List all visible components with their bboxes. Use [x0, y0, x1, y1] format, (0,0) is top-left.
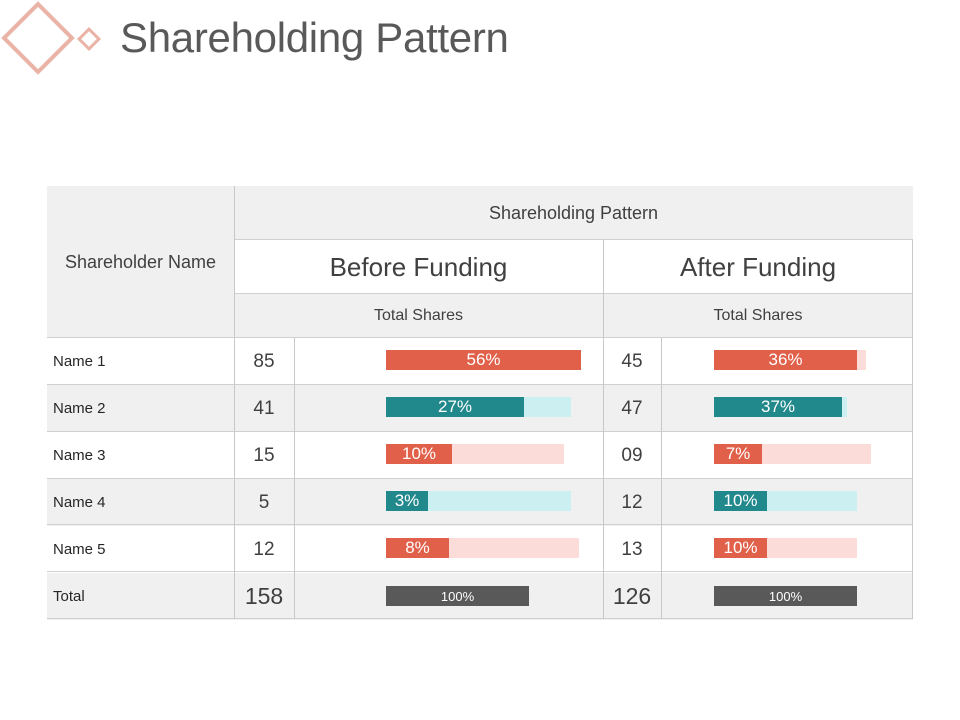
- after-bar-fill: 7%: [714, 444, 762, 464]
- before-share-count: 5: [258, 491, 270, 513]
- after-bar-fill: 37%: [714, 397, 842, 417]
- row-divider: [234, 239, 913, 240]
- before-bar-track: 3%: [386, 491, 571, 511]
- before-total-bar: 100%: [386, 586, 529, 606]
- row-divider: [234, 293, 913, 294]
- shareholder-name: Name 3: [53, 447, 106, 464]
- after-share-count: 126: [612, 583, 652, 609]
- before-share-count: 15: [253, 444, 275, 466]
- row-divider: [47, 384, 913, 385]
- col-divider: [603, 240, 604, 619]
- after-share-count: 12: [621, 491, 643, 513]
- before-bar-fill: 8%: [386, 538, 449, 558]
- shareholder-name: Name 4: [53, 494, 106, 511]
- before-share-count: 85: [253, 350, 275, 372]
- after-bar-track: 36%: [714, 350, 866, 370]
- row-divider: [47, 478, 913, 479]
- before-bar-track: 10%: [386, 444, 564, 464]
- after-funding-header: After Funding: [603, 240, 913, 294]
- before-share-count: 12: [253, 538, 275, 560]
- after-bar-fill: 10%: [714, 538, 767, 558]
- before-bar-fill: 56%: [386, 350, 581, 370]
- before-share-count: 41: [253, 397, 275, 419]
- col-divider: [234, 186, 235, 619]
- row-divider: [47, 431, 913, 432]
- before-total-shares-header: Total Shares: [234, 294, 603, 338]
- diamond-logo-icon: [1, 1, 102, 75]
- shareholding-table: Shareholder Name Shareholding Pattern Be…: [47, 186, 913, 620]
- shareholder-name: Name 5: [53, 541, 106, 558]
- row-divider: [47, 571, 913, 572]
- after-share-count: 47: [621, 397, 643, 419]
- col-divider: [294, 338, 295, 619]
- before-funding-header: Before Funding: [234, 240, 603, 294]
- shareholder-name: Name 1: [53, 353, 106, 370]
- col-divider: [912, 240, 913, 619]
- after-total-shares-header: Total Shares: [603, 294, 913, 338]
- after-share-count: 09: [621, 444, 643, 466]
- after-bar-track: 10%: [714, 491, 857, 511]
- after-bar-fill: 10%: [714, 491, 767, 511]
- col-divider: [661, 338, 662, 619]
- shareholder-name: Total: [53, 588, 85, 605]
- row-divider: [47, 524, 913, 525]
- after-share-count: 13: [621, 538, 643, 560]
- after-bar-track: 7%: [714, 444, 871, 464]
- after-bar-track: 37%: [714, 397, 847, 417]
- before-bar-track: 27%: [386, 397, 571, 417]
- shareholding-pattern-header: Shareholding Pattern: [234, 186, 913, 240]
- before-bar-fill: 3%: [386, 491, 428, 511]
- after-share-count: 45: [621, 350, 643, 372]
- before-bar-fill: 10%: [386, 444, 452, 464]
- after-total-bar: 100%: [714, 586, 857, 606]
- after-bar-track: 10%: [714, 538, 857, 558]
- before-bar-track: 56%: [386, 350, 581, 370]
- row-divider: [47, 618, 913, 619]
- after-bar-fill: 36%: [714, 350, 857, 370]
- before-bar-fill: 27%: [386, 397, 524, 417]
- before-share-count: 158: [244, 583, 284, 609]
- before-bar-track: 8%: [386, 538, 579, 558]
- row-divider: [47, 337, 913, 338]
- shareholder-name: Name 2: [53, 400, 106, 417]
- shareholder-name-header: Shareholder Name: [47, 186, 234, 338]
- page-title: Shareholding Pattern: [120, 14, 509, 61]
